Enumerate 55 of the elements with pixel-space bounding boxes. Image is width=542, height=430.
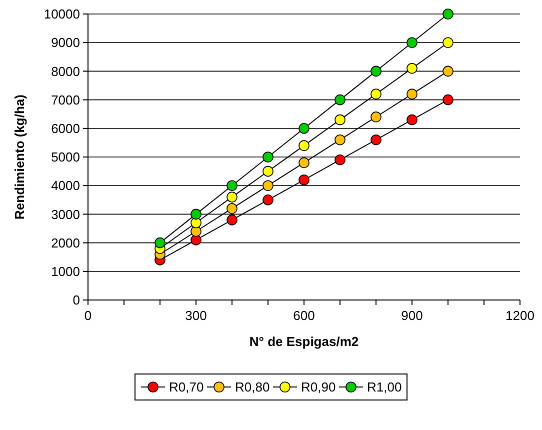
point xyxy=(370,88,382,100)
point xyxy=(190,234,202,246)
point xyxy=(226,192,238,202)
x-tick-label: 900 xyxy=(401,308,423,323)
y-axis-title: Rendimiento (kg/ha) xyxy=(12,94,27,220)
point xyxy=(406,37,418,48)
point xyxy=(334,154,346,166)
point xyxy=(226,180,238,191)
y-tick-label: 3000 xyxy=(51,206,80,222)
x-tick-label: 300 xyxy=(185,308,207,323)
x-tick-label: 0 xyxy=(84,308,92,323)
point xyxy=(226,214,238,226)
point xyxy=(298,157,310,168)
point xyxy=(262,152,274,162)
y-tick-label: 1000 xyxy=(51,264,80,279)
x-tick-label: 1200 xyxy=(506,308,534,323)
point xyxy=(190,208,202,220)
point xyxy=(442,37,454,48)
legend-label: R0,70 xyxy=(169,380,204,395)
y-tick-label: 6000 xyxy=(51,120,80,136)
point xyxy=(334,114,346,126)
point xyxy=(298,174,310,186)
point xyxy=(190,217,202,228)
point xyxy=(370,134,382,146)
point xyxy=(334,94,346,106)
point xyxy=(226,203,238,214)
legend-label: R0,90 xyxy=(301,380,336,395)
y-tick-label: 10000 xyxy=(44,6,80,22)
point xyxy=(442,94,454,106)
legend-label: R0,80 xyxy=(235,380,270,395)
point xyxy=(190,226,202,237)
point xyxy=(298,123,310,134)
point xyxy=(298,140,310,151)
y-tick-label: 0 xyxy=(72,292,80,308)
point xyxy=(442,8,454,20)
legend-label: R1,00 xyxy=(367,380,402,395)
point xyxy=(334,134,346,146)
x-tick-label: 600 xyxy=(293,308,315,323)
y-tick-label: 2000 xyxy=(51,235,80,250)
point xyxy=(442,66,454,77)
y-tick-label: 8000 xyxy=(51,64,80,79)
y-tick-label: 5000 xyxy=(51,150,80,165)
point xyxy=(370,112,382,122)
point xyxy=(406,62,418,74)
point xyxy=(406,88,418,100)
x-axis-title: N° de Espigas/m2 xyxy=(249,334,359,349)
point xyxy=(154,237,166,248)
point xyxy=(370,66,382,77)
point xyxy=(262,166,274,177)
point xyxy=(262,180,274,191)
y-tick-label: 4000 xyxy=(51,178,80,194)
y-tick-label: 9000 xyxy=(51,35,80,50)
point xyxy=(262,194,274,206)
y-tick-label: 7000 xyxy=(51,92,80,108)
point xyxy=(406,114,418,126)
